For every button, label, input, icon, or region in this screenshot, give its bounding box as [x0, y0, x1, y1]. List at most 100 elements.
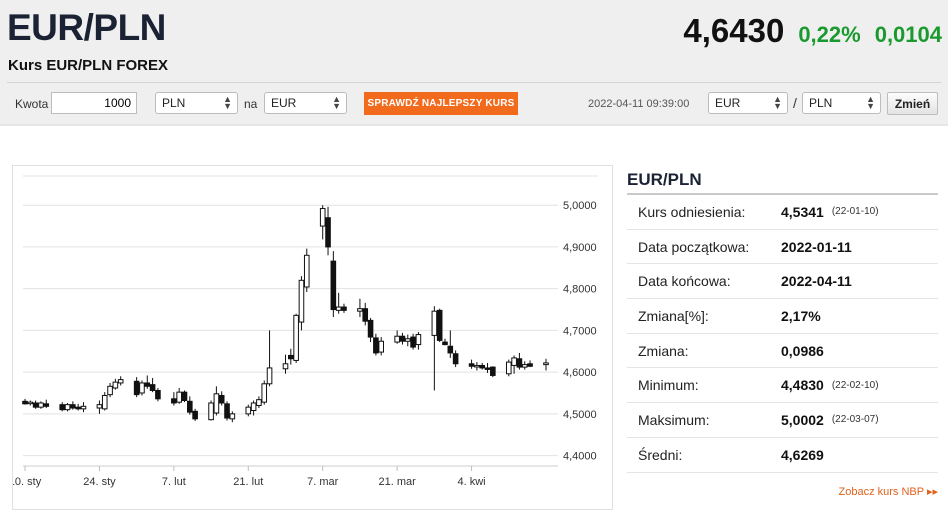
x-tick-label: 4. kwi: [458, 476, 486, 488]
stats-key: Zmiana[%]:: [638, 307, 709, 324]
candle-down: [70, 404, 76, 409]
x-tick-label: 21. lut: [233, 476, 263, 488]
stats-value: 0,0986: [781, 342, 824, 359]
stats-row: Minimum: 4,4830 (22-02-10): [627, 368, 938, 404]
stats-row: Data końcowa: 2022-04-11: [627, 264, 938, 300]
from-currency-select[interactable]: PLN ▲ ▼: [155, 92, 238, 114]
candle-down: [181, 391, 188, 401]
candle-up: [250, 402, 257, 412]
candle-down: [149, 384, 156, 391]
y-tick-label: 4,8000: [563, 284, 597, 296]
stats-row: Kurs odniesienia: 4,5341 (22-01-10): [627, 195, 938, 230]
candle-down: [218, 394, 225, 404]
candle-up: [415, 334, 422, 346]
x-tick-label: 21. mar: [378, 476, 416, 488]
candle-down: [373, 337, 379, 354]
base-currency-value: EUR: [715, 96, 741, 110]
candle-down: [341, 306, 347, 311]
candle-down: [192, 410, 198, 420]
y-tick-label: 5,0000: [563, 200, 597, 212]
candle-down: [144, 382, 151, 387]
amount-label: Kwota: [15, 97, 49, 111]
quote-summary: 4,6430 0,22% 0,0104: [683, 12, 942, 50]
candle-down: [452, 353, 459, 365]
candle-up: [261, 383, 268, 403]
x-tick-label: 7. lut: [162, 476, 186, 488]
best-rate-button[interactable]: SPRAWDŹ NAJLEPSZY KURS: [364, 92, 518, 115]
candle-up: [521, 364, 528, 368]
stats-key: Zmiana:: [638, 342, 689, 359]
candle-down: [527, 363, 533, 367]
y-tick-label: 4,7000: [563, 325, 597, 337]
select-arrows-icon: ▲ ▼: [866, 94, 875, 111]
candle-up: [298, 279, 305, 323]
stats-row: Zmiana: 0,0986: [627, 334, 938, 369]
candle-down: [367, 319, 374, 338]
candle-down: [442, 341, 448, 346]
candlestick-chart: 4,4000 4,5000 4,6000 4,7000 4,8000 4,9000 5,00…: [13, 175, 598, 488]
candle-up: [474, 364, 480, 368]
base-currency-select[interactable]: EUR ▲ ▼: [708, 92, 788, 114]
nbp-rate-link[interactable]: Zobacz kurs NBP ▸▸: [838, 486, 938, 498]
stats-value: 4,5341: [781, 203, 824, 220]
y-tick-label: 4,9000: [563, 242, 597, 254]
stats-key: Data końcowa:: [638, 273, 731, 290]
candle-down: [43, 403, 50, 407]
candle-up: [64, 404, 71, 411]
candle-down: [224, 403, 230, 419]
candle-up: [101, 394, 108, 410]
change-pair-button[interactable]: Zmień: [887, 92, 938, 115]
stats-row: Maksimum: 5,0002 (22-03-07): [627, 403, 938, 438]
to-currency-select[interactable]: EUR ▲ ▼: [264, 92, 347, 114]
stats-key: Kurs odniesienia:: [638, 203, 746, 220]
candle-up: [27, 401, 34, 405]
candle-down: [436, 309, 443, 341]
y-tick-label: 4,6000: [563, 367, 597, 379]
candle-up: [96, 404, 103, 409]
pair-slash: /: [793, 95, 797, 111]
candle-up: [335, 306, 342, 311]
candle-up: [319, 208, 326, 227]
stats-value: 2,17%: [781, 307, 821, 324]
stats-key: Średni:: [638, 446, 683, 463]
y-tick-label: 4,5000: [563, 409, 597, 421]
quote-header: EUR/PLN Kurs EUR/PLN FOREX 4,6430 0,22% …: [0, 0, 948, 124]
header-divider: [7, 82, 941, 83]
candle-up: [107, 385, 113, 396]
stats-value: 5,0002: [781, 411, 824, 428]
quote-timestamp: 2022-04-11 09:39:00: [588, 98, 690, 110]
stats-table: Kurs odniesienia: 4,5341 (22-01-10) Data po…: [627, 195, 938, 473]
candle-down: [330, 260, 337, 311]
current-price: 4,6430: [683, 12, 785, 49]
stats-key: Minimum:: [638, 377, 699, 394]
to-currency-value: EUR: [271, 96, 297, 110]
price-chart[interactable]: 4,4000 4,5000 4,6000 4,7000 4,8000 4,9000 5,00…: [12, 165, 613, 510]
candle-down: [75, 406, 81, 410]
candle-up: [303, 254, 310, 288]
x-tick-label: 7. mar: [307, 476, 339, 488]
x-tick-label: 10. sty: [13, 476, 42, 488]
candle-up: [543, 362, 549, 366]
candle-up: [208, 402, 214, 421]
candle-up: [245, 406, 252, 415]
candle-up: [213, 393, 220, 414]
candle-up: [357, 308, 363, 312]
quote-currency-select[interactable]: PLN ▲ ▼: [802, 92, 881, 114]
select-arrows-icon: ▲ ▼: [223, 94, 232, 111]
candle-down: [490, 366, 496, 376]
stats-key: Maksimum:: [638, 411, 710, 428]
candle-down: [155, 389, 161, 400]
candle-up: [266, 367, 273, 385]
stats-row: Data początkowa: 2022-01-11: [627, 230, 938, 265]
candle-up: [378, 340, 384, 353]
candle-up: [511, 357, 517, 366]
converter-bar: Kwota PLN ▲▼ na EUR ▲▼ SPRAWDŹ NAJLEPSZY…: [0, 90, 948, 118]
candle-up: [394, 335, 400, 343]
amount-input[interactable]: [51, 92, 137, 114]
candle-down: [187, 400, 193, 413]
candle-down: [362, 308, 369, 322]
stats-row: Średni: 4,6269: [627, 438, 938, 473]
stats-key: Data początkowa:: [638, 238, 750, 255]
candle-up: [293, 314, 299, 361]
change-absolute: 0,0104: [874, 22, 942, 47]
